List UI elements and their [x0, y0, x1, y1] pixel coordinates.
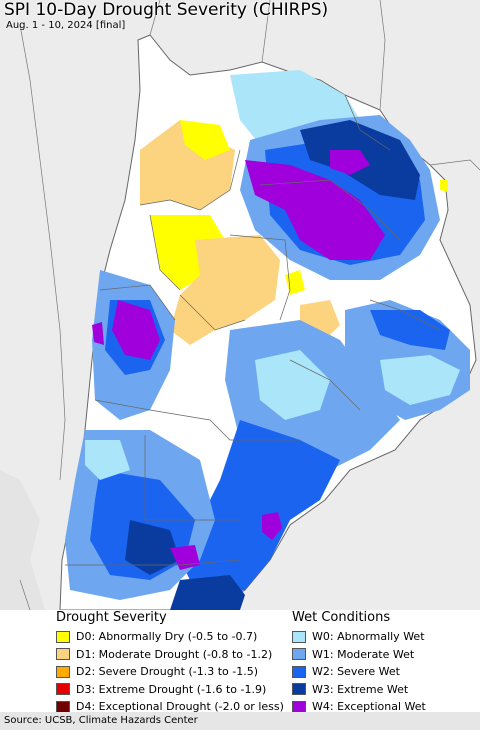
legend-item-w3: W3: Extreme Wet — [292, 681, 426, 699]
legend-item-w1: W1: Moderate Wet — [292, 646, 426, 664]
drought-legend-heading: Drought Severity — [56, 610, 167, 625]
legend-item-d4: D4: Exceptional Drought (-2.0 or less) — [56, 698, 284, 716]
legend-swatch — [56, 700, 70, 713]
map-subtitle: Aug. 1 - 10, 2024 [final] — [6, 20, 126, 31]
province-borders — [65, 94, 441, 566]
legend-swatch — [292, 630, 306, 643]
legend-label: W0: Abnormally Wet — [312, 630, 425, 644]
legend-item-d1: D1: Moderate Drought (-0.8 to -1.2) — [56, 646, 284, 664]
legend-label: D0: Abnormally Dry (-0.5 to -0.7) — [76, 630, 258, 644]
legend-label: D3: Extreme Drought (-1.6 to -1.9) — [76, 682, 267, 696]
w3-patch-southwest — [125, 520, 180, 575]
w4-patch-west-edge — [92, 322, 104, 345]
legend-label: W4: Exceptional Wet — [312, 700, 426, 714]
ocean-area — [0, 470, 45, 610]
drought-map: SPI 10-Day Drought Severity (CHIRPS) Aug… — [0, 0, 480, 610]
map-title: SPI 10-Day Drought Severity (CHIRPS) — [4, 0, 329, 20]
legend-swatch — [56, 683, 70, 696]
legend-swatch — [56, 630, 70, 643]
legend: Drought Severity Wet Conditions D0: Abno… — [0, 610, 480, 713]
w0-patch-center — [255, 350, 330, 420]
legend-swatch — [56, 648, 70, 661]
w2-patch-center-south — [180, 420, 340, 600]
legend-swatch — [292, 683, 306, 696]
legend-label: W2: Severe Wet — [312, 665, 400, 679]
legend-label: D2: Severe Drought (-1.3 to -1.5) — [76, 665, 259, 679]
legend-swatch — [292, 648, 306, 661]
d0-dot-far-northeast — [440, 180, 448, 192]
legend-item-w0: W0: Abnormally Wet — [292, 628, 426, 646]
legend-label: D1: Moderate Drought (-0.8 to -1.2) — [76, 647, 273, 661]
drought-legend-list: D0: Abnormally Dry (-0.5 to -0.7) D1: Mo… — [56, 628, 284, 716]
w0-patch-east — [380, 355, 460, 405]
source-credit: Source: UCSB, Climate Hazards Center — [4, 715, 198, 726]
w0-patch-southwest — [85, 440, 130, 480]
d1-patch-center — [170, 235, 280, 345]
legend-item-w2: W2: Severe Wet — [292, 663, 426, 681]
legend-label: W3: Extreme Wet — [312, 682, 409, 696]
legend-item-d2: D2: Severe Drought (-1.3 to -1.5) — [56, 663, 284, 681]
wet-legend-list: W0: Abnormally Wet W1: Moderate Wet W2: … — [292, 628, 426, 716]
footer: Source: UCSB, Climate Hazards Center — [0, 712, 480, 730]
w4-patch-northeast-small — [330, 150, 370, 175]
w4-patch-west — [112, 300, 160, 360]
legend-item-d3: D3: Extreme Drought (-1.6 to -1.9) — [56, 681, 284, 699]
w4-patch-northeast — [245, 160, 385, 260]
legend-swatch — [292, 665, 306, 678]
d0-patch-north — [180, 120, 230, 160]
w4-patch-coast — [262, 512, 282, 540]
legend-label: W1: Moderate Wet — [312, 647, 415, 661]
legend-item-w4: W4: Exceptional Wet — [292, 698, 426, 716]
map-canvas — [0, 0, 480, 610]
legend-label: D4: Exceptional Drought (-2.0 or less) — [76, 700, 284, 714]
w3-patch-south — [170, 575, 245, 610]
w2-patch-east — [370, 310, 450, 350]
legend-swatch — [56, 665, 70, 678]
legend-item-d0: D0: Abnormally Dry (-0.5 to -0.7) — [56, 628, 284, 646]
country-borders — [19, 0, 480, 610]
legend-swatch — [292, 700, 306, 713]
wet-legend-heading: Wet Conditions — [292, 610, 391, 625]
